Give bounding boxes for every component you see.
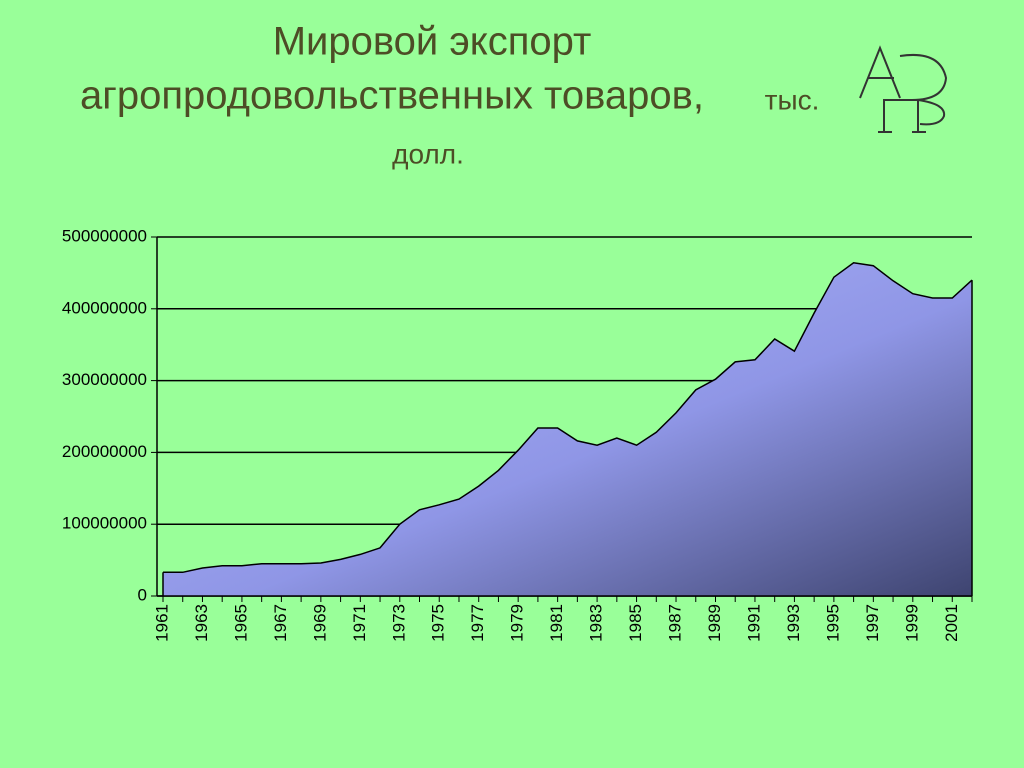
x-tick-label: 1975 bbox=[429, 604, 448, 642]
x-tick-label: 1971 bbox=[350, 604, 369, 642]
x-tick-label: 1995 bbox=[823, 604, 842, 642]
y-tick-label: 500000000 bbox=[62, 226, 147, 245]
x-tick-label: 1969 bbox=[310, 604, 329, 642]
x-tick-label: 1987 bbox=[666, 604, 685, 642]
x-tick-label: 1981 bbox=[547, 604, 566, 642]
x-tick-label: 1989 bbox=[705, 604, 724, 642]
x-tick-label: 1973 bbox=[389, 604, 408, 642]
x-tick-label: 1985 bbox=[626, 604, 645, 642]
title-line: агропродовольственных товаров, bbox=[80, 74, 704, 118]
unit-label: долл. bbox=[392, 138, 464, 169]
y-tick-label: 200000000 bbox=[62, 442, 147, 461]
unit-label: тыс. bbox=[765, 84, 820, 115]
y-tick-label: 100000000 bbox=[62, 514, 147, 533]
x-tick-label: 1991 bbox=[744, 604, 763, 642]
x-tick-label: 1967 bbox=[271, 604, 290, 642]
y-tick-label: 300000000 bbox=[62, 370, 147, 389]
x-tick-label: 1977 bbox=[468, 604, 487, 642]
y-tick-label: 400000000 bbox=[62, 298, 147, 317]
x-tick-label: 1999 bbox=[902, 604, 921, 642]
x-tick-label: 1997 bbox=[863, 604, 882, 642]
y-tick-label: 0 bbox=[138, 585, 147, 604]
x-tick-label: 1993 bbox=[784, 604, 803, 642]
area-outline bbox=[163, 262, 973, 574]
x-tick-label: 1979 bbox=[508, 604, 527, 642]
x-tick-label: 1965 bbox=[231, 604, 250, 642]
x-tick-label: 1983 bbox=[587, 604, 606, 642]
plot: 0 100000000 200000000 300000000 400000000 500… bbox=[62, 226, 973, 642]
x-tick-label: 1961 bbox=[152, 604, 171, 642]
logo bbox=[859, 45, 948, 133]
x-tick-label: 2001 bbox=[942, 604, 961, 642]
x-tick-label: 1963 bbox=[192, 604, 211, 642]
title-line: Мировой экспорт bbox=[273, 20, 592, 64]
area bbox=[163, 262, 972, 596]
